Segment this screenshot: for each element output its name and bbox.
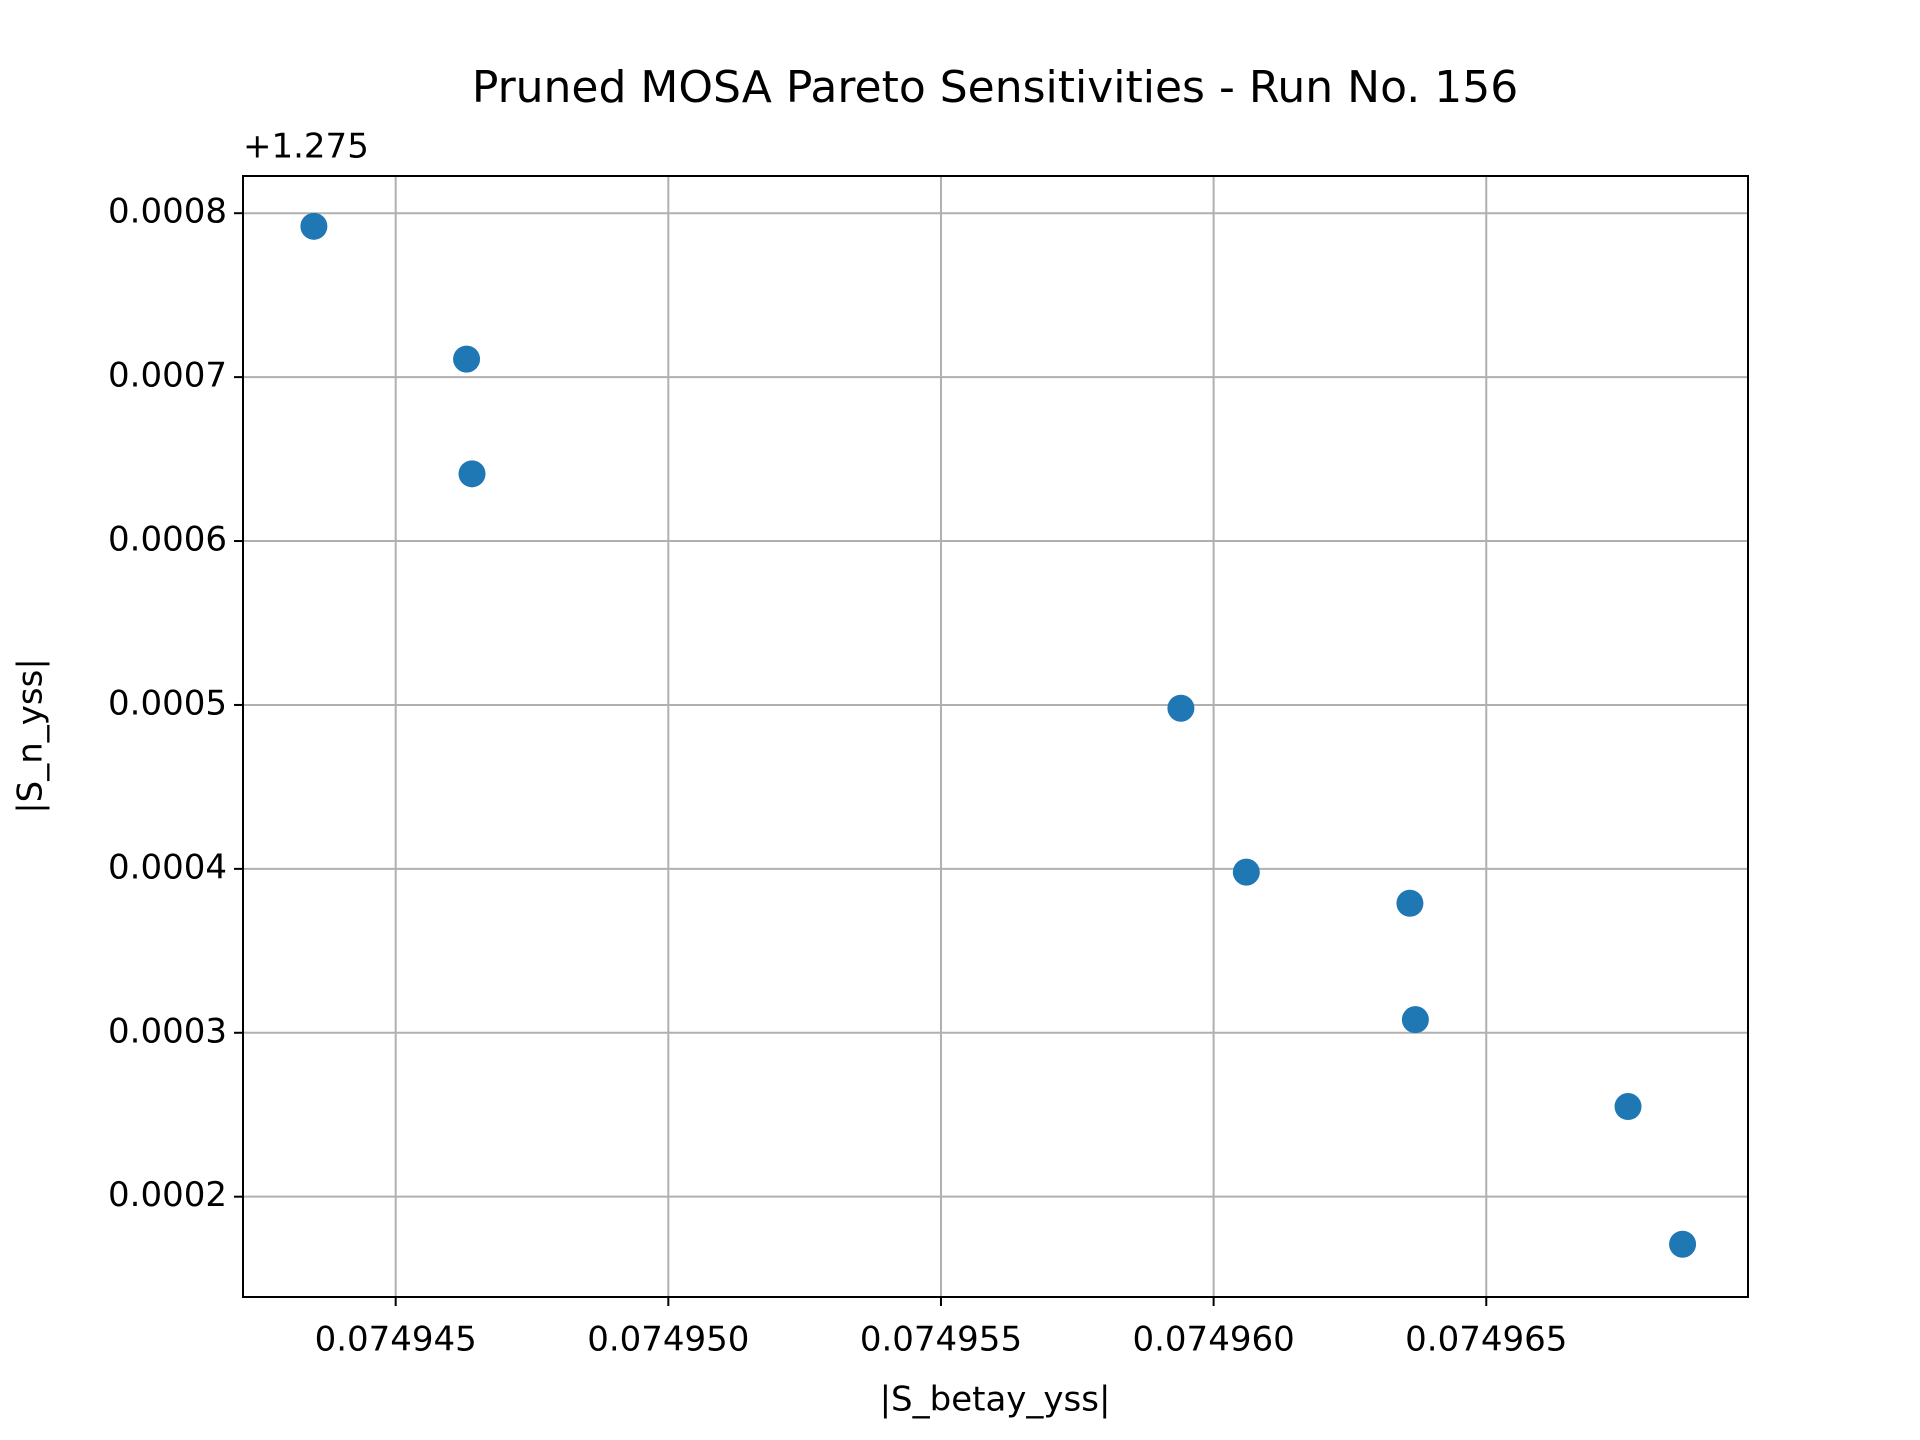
x-axis-label: |S_betay_yss|	[880, 1380, 1111, 1420]
y-tick-label: 0.0007	[108, 356, 227, 396]
point	[1669, 1230, 1697, 1258]
y-tick-label: 0.0004	[108, 847, 227, 887]
x-tick-label: 0.074955	[860, 1320, 1022, 1360]
y-tick-label: 0.0003	[108, 1011, 227, 1051]
point	[453, 345, 481, 373]
y-axis-label: |S_n_yss|	[11, 658, 51, 814]
point	[1232, 858, 1260, 886]
x-tick-label: 0.074965	[1405, 1320, 1567, 1360]
y-tick-label: 0.0005	[108, 683, 227, 723]
x-tick-label: 0.074960	[1132, 1320, 1294, 1360]
point	[1167, 694, 1195, 722]
point	[1401, 1006, 1429, 1034]
y-tick-label: 0.0006	[108, 520, 227, 560]
x-tick-label: 0.074945	[315, 1320, 477, 1360]
point	[1396, 889, 1424, 917]
point	[300, 212, 328, 240]
y-tick-label: 0.0008	[108, 192, 227, 232]
y-offset-label: +1.275	[243, 127, 369, 167]
chart-title: Pruned MOSA Pareto Sensitivities - Run N…	[472, 62, 1518, 113]
plot-frame	[242, 175, 1749, 1298]
point	[1614, 1093, 1642, 1121]
point	[458, 460, 486, 488]
y-tick-label: 0.0002	[108, 1175, 227, 1215]
x-tick-label: 0.074950	[587, 1320, 749, 1360]
